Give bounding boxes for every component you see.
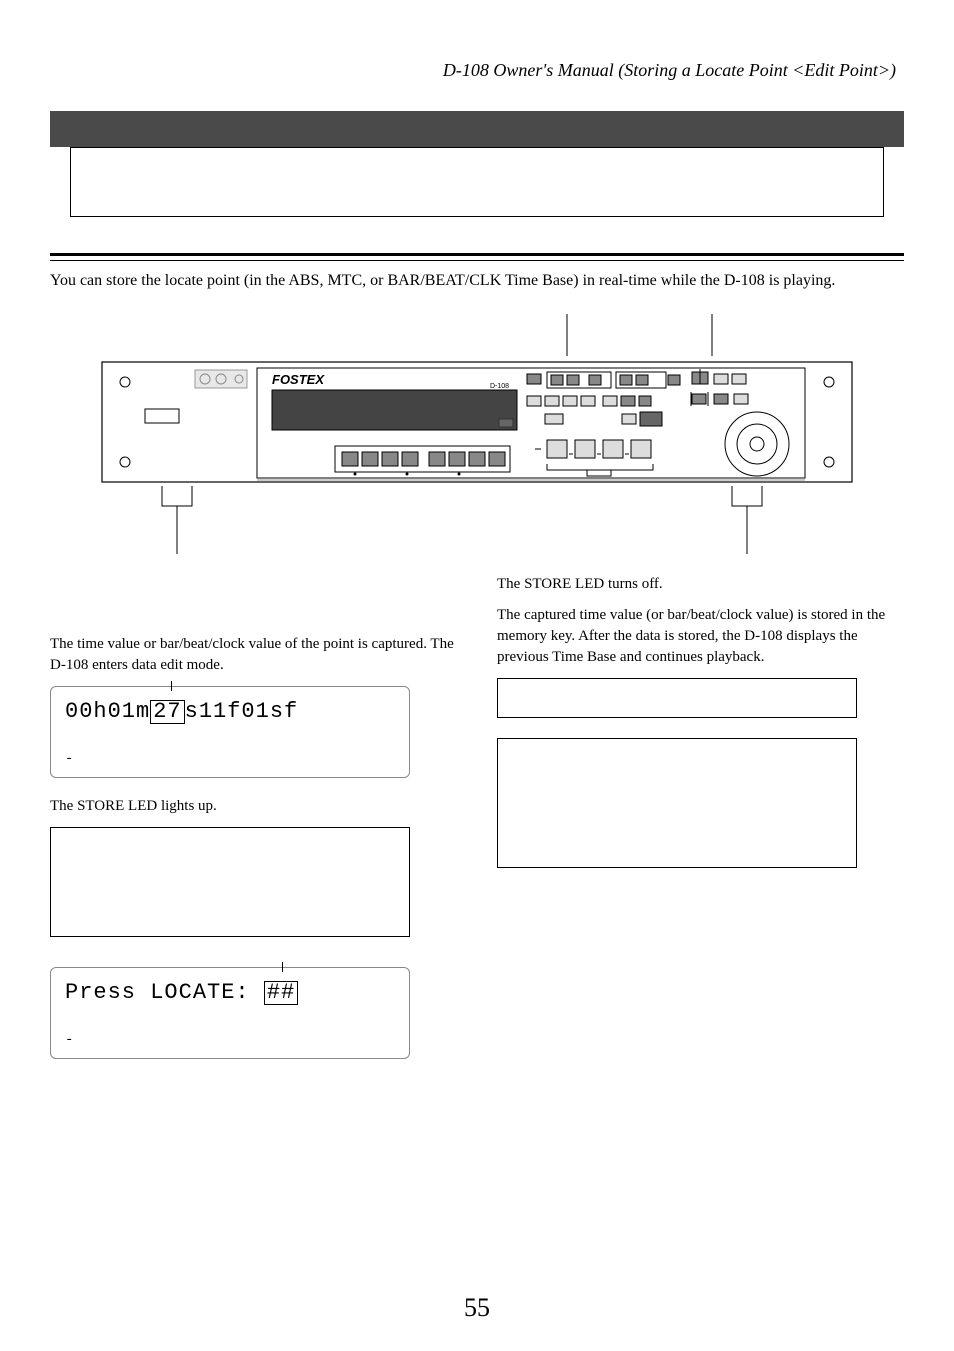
lcd1-pre: 00h01m bbox=[65, 699, 150, 724]
rule-thin bbox=[50, 260, 904, 261]
rule-thick bbox=[50, 253, 904, 256]
brand-label: FOSTEX bbox=[272, 372, 325, 387]
right-empty-box-2 bbox=[497, 738, 857, 868]
lcd2-pre: Press LOCATE: bbox=[65, 980, 264, 1005]
right-para-2: The captured time value (or bar/beat/clo… bbox=[497, 605, 904, 668]
model-label: D-108 bbox=[490, 383, 509, 390]
intro-paragraph: You can store the locate point (in the A… bbox=[50, 269, 904, 292]
store-led-note: The STORE LED lights up. bbox=[50, 796, 457, 817]
lcd-display-2: Press LOCATE: ## - bbox=[50, 967, 410, 1059]
right-column: The STORE LED turns off. The captured ti… bbox=[497, 574, 904, 1077]
right-para-1: The STORE LED turns off. bbox=[497, 574, 904, 595]
lcd2-cursor-tick bbox=[282, 962, 283, 972]
device-illustration: FOSTEX D-108 bbox=[50, 314, 904, 554]
running-header: D-108 Owner's Manual (Storing a Locate P… bbox=[50, 60, 904, 81]
lcd-display-1: 00h01m27s11f01sf - bbox=[50, 686, 410, 778]
lcd1-boxed: 27 bbox=[150, 700, 184, 724]
lcd1-post: s11f01sf bbox=[185, 699, 299, 724]
device-svg: FOSTEX D-108 bbox=[97, 314, 857, 554]
lcd1-cursor-tick bbox=[171, 681, 172, 691]
right-empty-box-1 bbox=[497, 678, 857, 718]
lcd2-boxed: ## bbox=[264, 981, 298, 1005]
left-empty-box bbox=[50, 827, 410, 937]
lcd2-dash: - bbox=[65, 1031, 73, 1051]
left-column: The time value or bar/beat/clock value o… bbox=[50, 574, 457, 1077]
page-number: 55 bbox=[0, 1293, 954, 1323]
lcd1-dash: - bbox=[65, 750, 73, 770]
section-title-bar bbox=[50, 111, 904, 147]
two-column-body: The time value or bar/beat/clock value o… bbox=[50, 574, 904, 1077]
left-para-1: The time value or bar/beat/clock value o… bbox=[50, 634, 457, 676]
intro-box-empty bbox=[70, 147, 884, 217]
